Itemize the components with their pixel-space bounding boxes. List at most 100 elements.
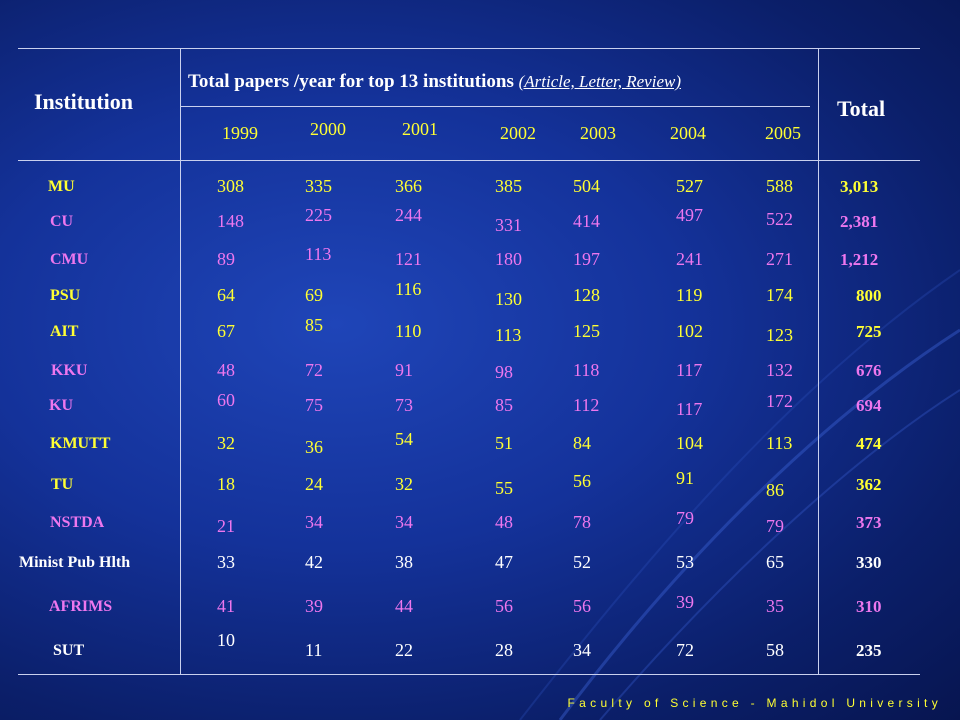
cell-value: 335 <box>305 176 332 196</box>
cell-value: 79 <box>676 508 694 528</box>
table-title: Total papers /year for top 13 institutio… <box>188 71 681 93</box>
cell-value: 121 <box>395 249 422 269</box>
cell-value: 85 <box>305 315 323 335</box>
row-total: 800 <box>856 286 882 305</box>
institution-name: MU <box>48 178 75 195</box>
cell-value: 67 <box>217 321 235 341</box>
cell-value: 85 <box>495 395 513 415</box>
institution-name: Minist Pub Hlth <box>19 554 131 571</box>
cell-value: 588 <box>766 176 793 196</box>
cell-value: 21 <box>217 516 235 536</box>
title-text: Total papers /year for top 13 institutio… <box>188 71 514 92</box>
title-subtitle: (Article, Letter, Review) <box>518 72 681 91</box>
cell-value: 331 <box>495 215 522 235</box>
cell-value: 60 <box>217 390 235 410</box>
institution-name: TU <box>51 476 74 493</box>
cell-value: 113 <box>305 244 332 264</box>
row-total: 2,381 <box>840 212 879 231</box>
top-rule <box>18 48 920 49</box>
cell-value: 56 <box>573 471 591 491</box>
right-divider <box>818 48 819 674</box>
institution-name: AIT <box>50 323 79 340</box>
cell-value: 197 <box>573 249 600 269</box>
cell-value: 102 <box>676 321 703 341</box>
cell-value: 113 <box>766 433 793 453</box>
year-header: 2000 <box>310 119 346 139</box>
cell-value: 39 <box>305 596 323 616</box>
row-total: 1,212 <box>840 250 879 269</box>
cell-value: 118 <box>573 360 600 380</box>
cell-value: 48 <box>495 512 513 532</box>
cell-value: 52 <box>573 552 591 572</box>
cell-value: 47 <box>495 552 513 572</box>
cell-value: 119 <box>676 285 703 305</box>
cell-value: 44 <box>395 596 413 616</box>
cell-value: 18 <box>217 474 235 494</box>
cell-value: 91 <box>676 468 694 488</box>
cell-value: 117 <box>676 399 703 419</box>
year-header: 2002 <box>500 123 536 143</box>
cell-value: 244 <box>395 205 422 225</box>
total-header: Total <box>837 96 886 121</box>
year-header: 2004 <box>670 123 706 143</box>
cell-value: 132 <box>766 360 793 380</box>
cell-value: 104 <box>676 433 703 453</box>
cell-value: 497 <box>676 205 703 225</box>
cell-value: 527 <box>676 176 703 196</box>
institution-name: NSTDA <box>50 514 105 531</box>
cell-value: 34 <box>395 512 413 532</box>
cell-value: 112 <box>573 395 600 415</box>
cell-value: 72 <box>676 640 694 660</box>
cell-value: 522 <box>766 209 793 229</box>
row-total: 330 <box>856 553 882 572</box>
cell-value: 504 <box>573 176 600 196</box>
title-underline <box>180 106 810 107</box>
cell-value: 56 <box>573 596 591 616</box>
cell-value: 385 <box>495 176 522 196</box>
cell-value: 174 <box>766 285 793 305</box>
cell-value: 22 <box>395 640 413 660</box>
cell-value: 53 <box>676 552 694 572</box>
institution-name: SUT <box>53 642 85 659</box>
cell-value: 34 <box>573 640 591 660</box>
row-total: 3,013 <box>840 177 879 196</box>
cell-value: 54 <box>395 429 413 449</box>
cell-value: 78 <box>573 512 591 532</box>
footer-text: Faculty of Science - Mahidol University <box>567 696 942 710</box>
cell-value: 24 <box>305 474 323 494</box>
cell-value: 225 <box>305 205 332 225</box>
cell-value: 41 <box>217 596 235 616</box>
cell-value: 113 <box>495 325 522 345</box>
cell-value: 39 <box>676 592 694 612</box>
cell-value: 32 <box>395 474 413 494</box>
row-total: 725 <box>856 322 882 341</box>
cell-value: 125 <box>573 321 600 341</box>
institution-name: KKU <box>51 362 88 379</box>
cell-value: 123 <box>766 325 793 345</box>
cell-value: 33 <box>217 552 235 572</box>
institution-name: CU <box>50 213 74 230</box>
cell-value: 148 <box>217 211 244 231</box>
cell-value: 42 <box>305 552 323 572</box>
cell-value: 180 <box>495 249 522 269</box>
row-total: 373 <box>856 513 882 532</box>
cell-value: 35 <box>766 596 784 616</box>
cell-value: 89 <box>217 249 235 269</box>
institution-name: KU <box>49 397 73 414</box>
cell-value: 130 <box>495 289 522 309</box>
row-total: 235 <box>856 641 882 660</box>
cell-value: 414 <box>573 211 600 231</box>
cell-value: 65 <box>766 552 784 572</box>
cell-value: 56 <box>495 596 513 616</box>
cell-value: 32 <box>217 433 235 453</box>
cell-value: 366 <box>395 176 422 196</box>
cell-value: 38 <box>395 552 413 572</box>
cell-value: 172 <box>766 391 793 411</box>
year-header: 2005 <box>765 123 801 143</box>
cell-value: 10 <box>217 630 235 650</box>
year-header: 2003 <box>580 123 616 143</box>
cell-value: 110 <box>395 321 422 341</box>
cell-value: 91 <box>395 360 413 380</box>
cell-value: 48 <box>217 360 235 380</box>
